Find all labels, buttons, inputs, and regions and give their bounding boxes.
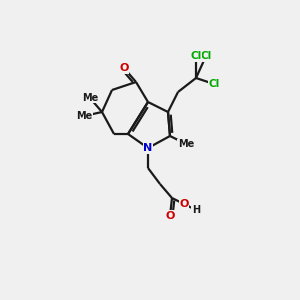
- Text: O: O: [179, 199, 189, 209]
- Text: Me: Me: [178, 139, 194, 149]
- Text: Cl: Cl: [190, 51, 202, 61]
- Text: Cl: Cl: [208, 79, 220, 89]
- Text: Me: Me: [76, 111, 92, 121]
- Text: O: O: [165, 211, 175, 221]
- Text: H: H: [192, 205, 200, 215]
- Text: Cl: Cl: [200, 51, 211, 61]
- Text: N: N: [143, 143, 153, 153]
- Text: O: O: [119, 63, 129, 73]
- Text: Me: Me: [82, 93, 98, 103]
